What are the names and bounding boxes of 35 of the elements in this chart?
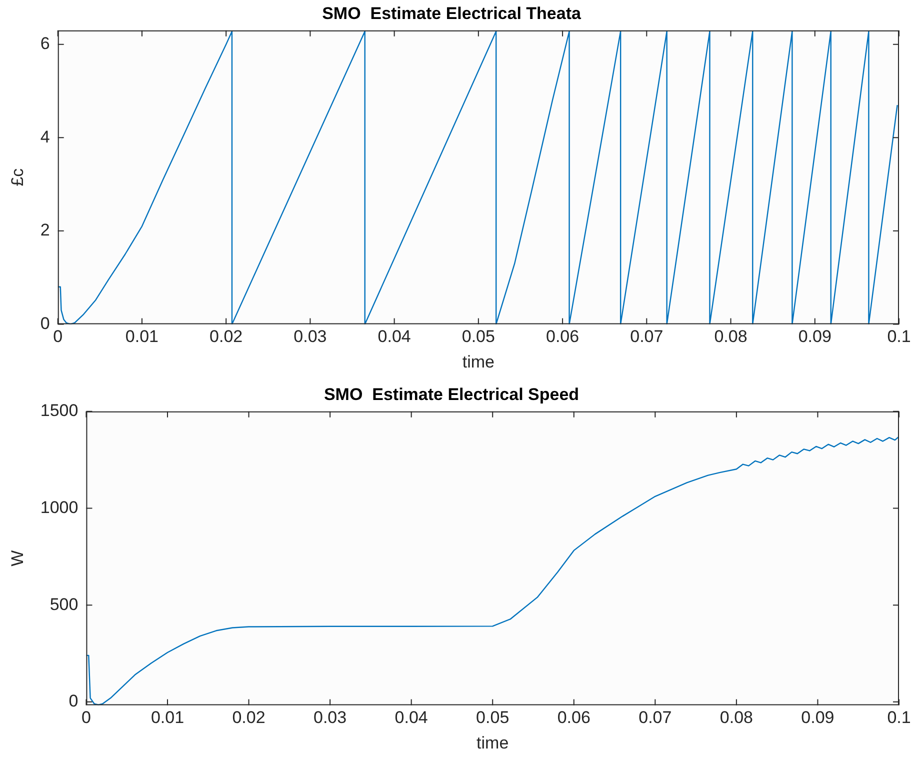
x-tick-label: 0.04 bbox=[394, 708, 428, 728]
x-tick-label: 0.08 bbox=[720, 708, 753, 728]
y-axis-title: £c bbox=[8, 168, 27, 186]
y-tick-label: 4 bbox=[40, 127, 50, 146]
x-axis-title: time bbox=[462, 352, 494, 372]
x-tick-label: 0.01 bbox=[150, 708, 184, 728]
x-tick-label: 0.05 bbox=[462, 327, 495, 346]
x-tick-label: 0.09 bbox=[798, 327, 832, 346]
x-axis-title: time bbox=[476, 733, 509, 752]
x-tick-label: 0.07 bbox=[638, 708, 672, 728]
x-tick-label: 0.07 bbox=[630, 327, 664, 346]
x-tick-label: 0.08 bbox=[714, 327, 748, 346]
x-tick-label: 0.03 bbox=[294, 327, 327, 346]
x-tick-label: 0.02 bbox=[210, 327, 243, 346]
x-tick-label: 0.1 bbox=[887, 327, 911, 346]
x-tick-label: 0.02 bbox=[232, 708, 266, 728]
x-tick-label: 0.06 bbox=[546, 327, 580, 346]
chart-title: SMO Estimate Electrical Theata bbox=[322, 4, 582, 23]
x-tick-label: 0.03 bbox=[314, 708, 347, 728]
y-axis-title: W bbox=[8, 550, 27, 566]
y-tick-label: 2 bbox=[40, 220, 50, 240]
x-tick-label: 0.09 bbox=[801, 708, 834, 728]
x-tick-label: 0.04 bbox=[378, 327, 411, 346]
y-tick-label: 1000 bbox=[40, 498, 78, 517]
y-tick-label: 1500 bbox=[40, 401, 78, 420]
x-tick-label: 0.05 bbox=[476, 708, 510, 728]
y-tick-label: 0 bbox=[40, 314, 50, 333]
y-tick-label: 6 bbox=[40, 34, 50, 54]
chart-title: SMO Estimate Electrical Speed bbox=[324, 384, 580, 404]
x-tick-label: 0 bbox=[81, 708, 91, 728]
x-tick-label: 0.1 bbox=[887, 708, 911, 728]
y-tick-label: 500 bbox=[50, 594, 78, 614]
x-tick-label: 0.06 bbox=[557, 708, 590, 728]
y-tick-label: 0 bbox=[68, 692, 78, 711]
x-tick-label: 0.01 bbox=[125, 327, 159, 346]
